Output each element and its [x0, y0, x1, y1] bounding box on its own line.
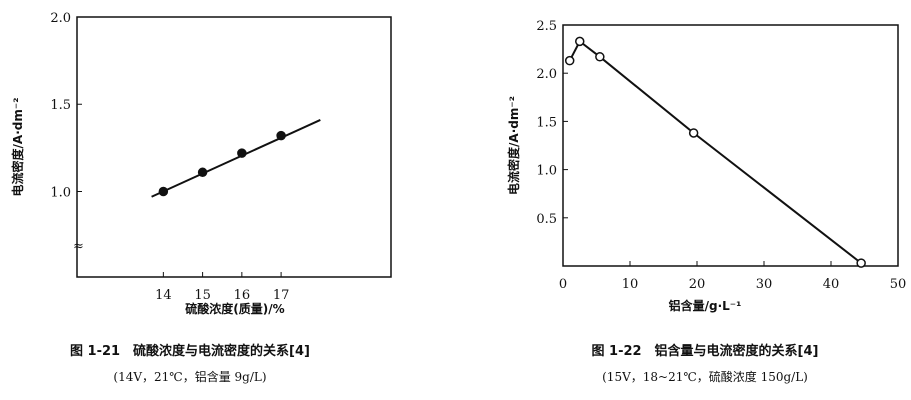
chart2-data-point	[856, 258, 866, 268]
chart1-axis-break-icon: ≈	[73, 239, 84, 254]
chart1-x-axis-label: 硫酸浓度(质量)/%	[185, 301, 284, 316]
chart2-x-tick-label: 0	[559, 277, 567, 292]
chart2-data-point	[688, 128, 699, 138]
chart1-x-tick-label: 16	[234, 288, 251, 303]
chart1-data-point	[197, 167, 208, 178]
chart1-y-axis-label: 电流密度/A·dm⁻²	[10, 98, 25, 197]
chart1-data-point	[158, 186, 169, 197]
chart2-y-tick-label: 1.0	[536, 164, 557, 179]
chart1-y-tick-label: 1.5	[50, 98, 71, 113]
chart1-plot-frame	[76, 16, 392, 278]
chart2-x-tick-label: 30	[756, 277, 773, 292]
chart2-y-tick-label: 2.0	[536, 67, 557, 82]
chart1-data-point	[237, 148, 247, 158]
chart1-x-tick-label: 14	[155, 288, 172, 303]
chart2-series-line	[568, 39, 862, 264]
chart2-y-tick-label: 0.5	[536, 212, 557, 227]
chart1-caption-subtitle: (14V，21℃，铝含量 9g/L)	[113, 369, 266, 384]
chart2-x-tick-label: 40	[823, 277, 840, 292]
chart1-y-tick-label: 2.0	[50, 11, 71, 26]
chart2-data-point	[595, 52, 605, 62]
chart2-y-tick-label: 1.5	[536, 115, 557, 130]
chart1-x-tick-label: 15	[194, 288, 211, 303]
chart1-data-point	[276, 130, 286, 141]
chart2-data-point	[564, 55, 575, 66]
chart1-fit-line	[151, 119, 321, 198]
chart1-caption-title: 图 1-21 硫酸浓度与电流密度的关系[4]	[70, 343, 310, 359]
chart2-x-tick-label: 20	[689, 277, 706, 292]
chart2-caption-title: 图 1-22 铝含量与电流密度的关系[4]	[592, 343, 819, 359]
chart1-x-tick-label: 17	[273, 288, 290, 303]
chart2-x-tick-label: 50	[890, 277, 907, 292]
chart2-x-tick-label: 10	[622, 277, 639, 292]
chart2-data-point	[575, 36, 585, 47]
chart2-caption-subtitle: (15V，18~21℃，硫酸浓度 150g/L)	[602, 369, 808, 384]
chart1-y-tick-label: 1.0	[50, 185, 71, 200]
chart2-x-axis-label: 铝含量/g·L⁻¹	[669, 298, 742, 313]
chart2-y-tick-label: 2.5	[536, 19, 557, 34]
chart2-y-axis-label: 电流密度/A·dm⁻²	[506, 96, 521, 195]
chart2-plot-frame	[562, 24, 899, 267]
